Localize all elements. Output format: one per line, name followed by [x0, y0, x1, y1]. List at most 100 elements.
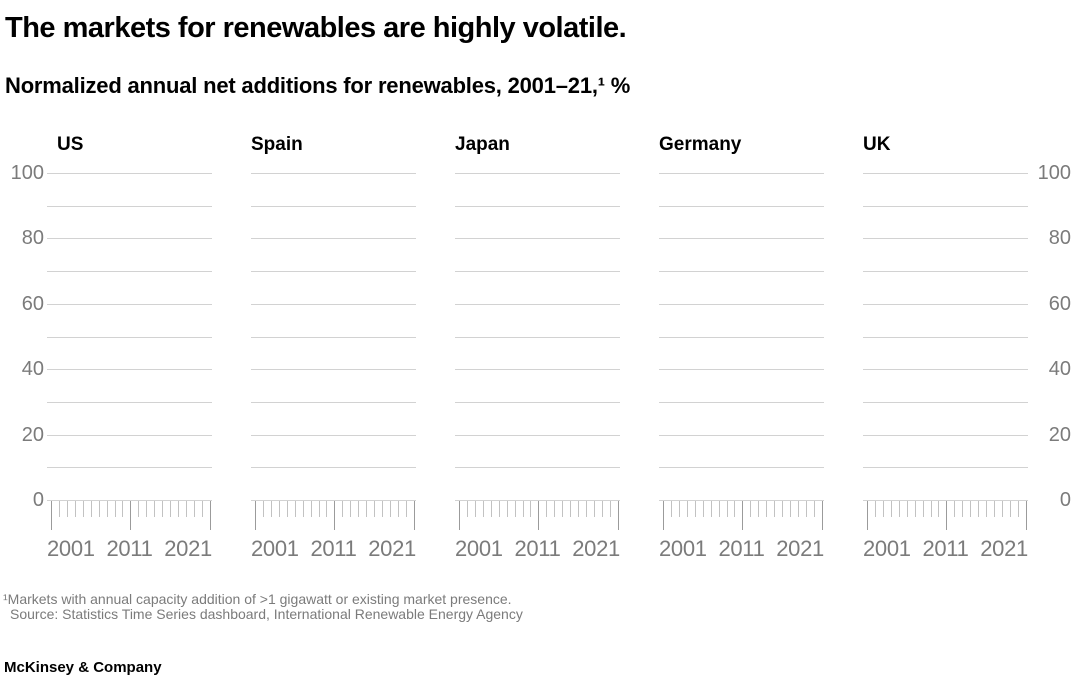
x-axis-tick — [482, 501, 484, 517]
x-axis-tick — [821, 501, 823, 530]
gridline — [455, 369, 620, 370]
x-axis-labels: 2001 2011 2021 — [863, 536, 1028, 562]
y-axis-tick-label: 80 — [21, 227, 44, 250]
gridline — [47, 337, 212, 338]
x-axis-tick — [978, 501, 980, 517]
footnote-block: ¹Markets with annual capacity addition o… — [3, 592, 523, 622]
gridline — [47, 238, 212, 239]
x-axis-tick — [586, 501, 587, 517]
panel-title: US — [57, 134, 84, 155]
x-axis-tick — [663, 501, 664, 530]
x-axis-tick — [130, 501, 132, 530]
x-axis-tick — [178, 501, 179, 517]
gridline — [251, 402, 416, 403]
x-axis-tick — [262, 501, 264, 517]
gridline — [47, 435, 212, 436]
gridline — [47, 500, 212, 501]
x-axis-tick — [522, 501, 524, 517]
gridline — [251, 369, 416, 370]
x-axis-tick — [962, 501, 964, 517]
x-axis-tick — [138, 501, 140, 517]
x-axis-tick — [805, 501, 807, 517]
y-axis-tick-label: 60 — [21, 292, 44, 315]
gridline — [251, 304, 416, 305]
gridline — [251, 206, 416, 207]
x-axis-labels: 2001 2011 2021 — [47, 536, 212, 562]
x-axis-ticks — [251, 501, 416, 530]
x-axis-tick — [382, 501, 383, 517]
x-axis-tick — [185, 501, 187, 517]
y-axis-tick-label: 20 — [21, 423, 44, 446]
x-axis-tick-label: 2021 — [980, 536, 1028, 561]
gridline — [863, 271, 1028, 272]
x-axis-tick — [405, 501, 407, 517]
x-axis-tick — [890, 501, 892, 517]
gridline — [455, 402, 620, 403]
gridline — [251, 238, 416, 239]
x-axis-tick — [718, 501, 720, 517]
brand-footer: McKinsey & Company — [4, 659, 162, 676]
x-axis-tick — [782, 501, 784, 517]
panel-title: Japan — [455, 134, 510, 155]
x-axis-tick-label: 2011 — [718, 536, 765, 561]
x-axis-tick — [986, 501, 988, 517]
gridline — [659, 238, 824, 239]
chart-panel: UK 2001 2011 2021 — [863, 134, 1028, 562]
x-axis-tick — [686, 501, 688, 517]
x-axis-tick — [694, 501, 696, 517]
gridline — [251, 271, 416, 272]
gridline — [659, 304, 824, 305]
x-axis-tick — [994, 501, 995, 517]
y-axis-tick-label: 100 — [10, 162, 44, 184]
gridline — [659, 271, 824, 272]
x-axis-tick — [906, 501, 908, 517]
panel-title: Spain — [251, 134, 303, 155]
x-axis-tick — [413, 501, 415, 530]
x-axis-tick — [498, 501, 500, 517]
panel-title: Germany — [659, 134, 742, 155]
x-axis-tick-label: 2001 — [659, 536, 707, 561]
x-axis-tick — [74, 501, 76, 517]
x-axis-tick — [58, 501, 60, 517]
y-axis-tick-label: 40 — [1048, 358, 1071, 381]
x-axis-tick — [874, 501, 876, 517]
x-axis-tick — [742, 501, 744, 530]
x-axis-tick — [1001, 501, 1003, 517]
y-axis-tick-label: 0 — [1059, 489, 1071, 511]
gridline — [863, 238, 1028, 239]
x-axis-tick — [278, 501, 280, 517]
x-axis-tick — [474, 501, 476, 517]
gridline — [863, 435, 1028, 436]
gridline — [659, 500, 824, 501]
footnote-text: ¹Markets with annual capacity addition o… — [3, 591, 512, 607]
gridline — [863, 369, 1028, 370]
small-multiples-chart: 100 80 60 40 20 0 US 2001 2011 2021 Spain 2001 2… — [0, 134, 1080, 564]
gridline — [47, 369, 212, 370]
x-axis-tick — [970, 501, 972, 517]
x-axis-tick — [766, 501, 768, 517]
x-axis-tick — [358, 501, 360, 517]
gridline — [659, 173, 824, 174]
x-axis-tick — [670, 501, 672, 517]
gridline — [251, 467, 416, 468]
x-axis-tick — [122, 501, 124, 517]
gridline — [863, 337, 1028, 338]
gridline — [47, 402, 212, 403]
gridline — [251, 173, 416, 174]
x-axis-tick — [466, 501, 468, 517]
gridline — [659, 337, 824, 338]
x-axis-ticks — [659, 501, 824, 530]
x-axis-tick-label: 2011 — [922, 536, 969, 561]
panel-plot-area — [863, 173, 1028, 501]
gridline — [863, 467, 1028, 468]
page-title: The markets for renewables are highly vo… — [5, 12, 627, 44]
x-axis-tick — [538, 501, 540, 530]
x-axis-tick — [1025, 501, 1027, 530]
gridline — [659, 435, 824, 436]
x-axis-tick — [146, 501, 148, 517]
x-axis-tick — [334, 501, 336, 530]
x-axis-tick — [90, 501, 92, 517]
x-axis-tick-label: 2011 — [106, 536, 153, 561]
x-axis-tick — [326, 501, 328, 517]
x-axis-tick — [1017, 501, 1019, 517]
